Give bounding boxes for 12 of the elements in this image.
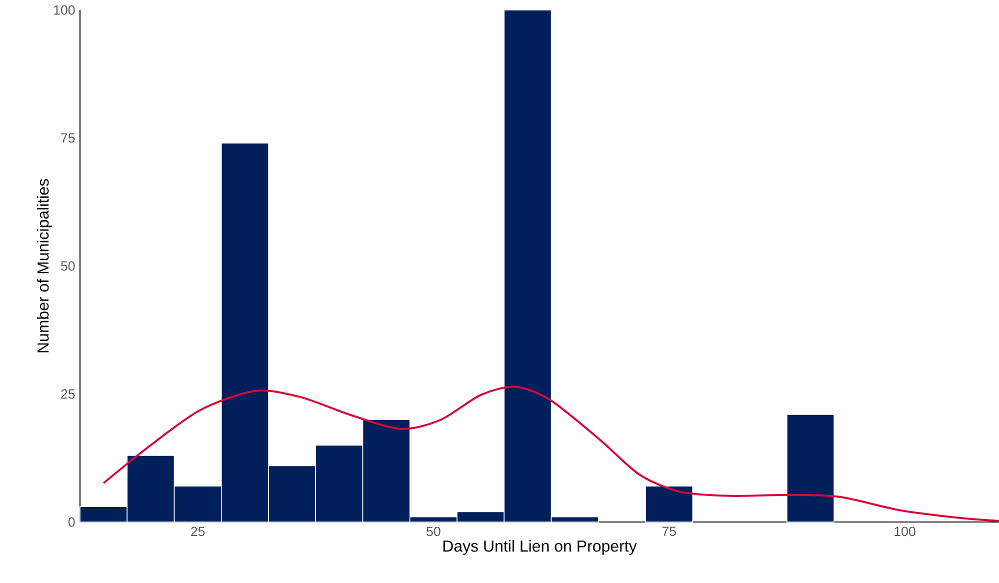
y-axis-title: Number of Municipalities: [36, 179, 52, 352]
x-tick-label: 100: [894, 526, 916, 536]
x-tick-label: 25: [191, 526, 205, 536]
y-tick-label: 0: [68, 517, 75, 527]
line-series: [102, 386, 999, 522]
x-tick-label: 75: [662, 526, 676, 536]
x-tick-label: 50: [426, 526, 440, 536]
y-tick-label: 100: [54, 5, 75, 15]
y-tick-label: 25: [61, 389, 75, 399]
x-axis-title: Days Until Lien on Property: [443, 540, 637, 555]
y-tick-label: 50: [61, 261, 75, 271]
y-tick-label: 75: [61, 133, 75, 143]
